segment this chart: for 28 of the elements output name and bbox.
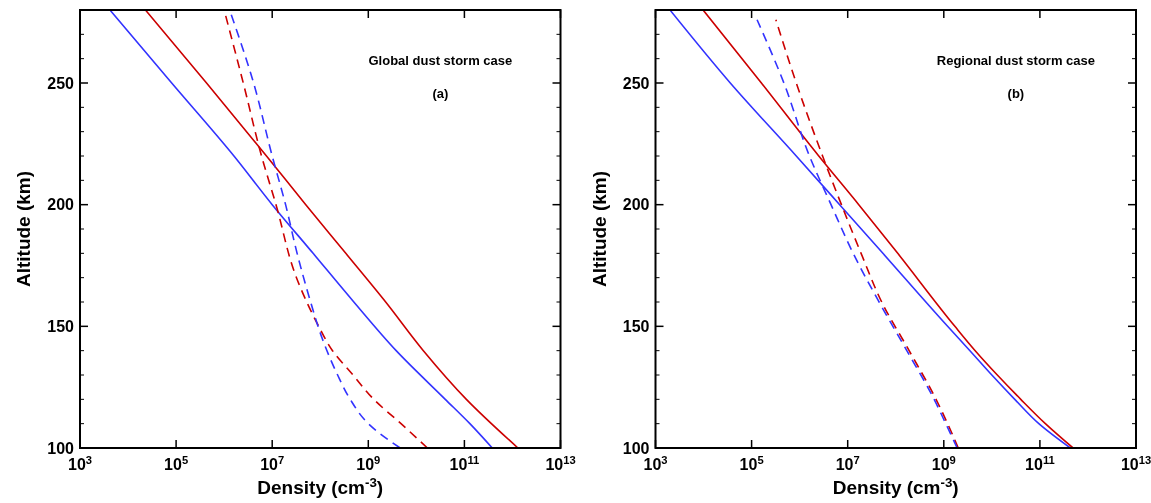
annotation: Regional dust storm case (936, 53, 1095, 68)
y-tick-label: 250 (622, 74, 650, 92)
x-tick-label: 10$^{5}$ (164, 454, 189, 473)
y-tick-label: 200 (622, 196, 650, 214)
y-tick-label: 250 (47, 74, 75, 92)
y-tick-label: 100 (622, 439, 650, 457)
x-tick-label: 10$^{13}$ (545, 454, 576, 473)
x-tick-label: 10$^{9}$ (931, 454, 956, 473)
x-axis-title: Density (cm$^{-3}$) (257, 474, 384, 498)
x-tick-label: 10$^{3}$ (67, 454, 93, 473)
annotation: Global dust storm case (368, 53, 513, 68)
x-tick-label: 10$^{7}$ (835, 454, 860, 473)
x-tick-label: 10$^{9}$ (356, 454, 381, 473)
y-tick-label: 200 (47, 196, 75, 214)
x-tick-label: 10$^{3}$ (643, 454, 668, 473)
x-tick-label: 10$^{13}$ (1120, 454, 1151, 473)
y-tick-label: 150 (622, 317, 650, 335)
y-axis-title: Altitude (km) (13, 170, 34, 288)
y-tick-label: 150 (47, 317, 75, 335)
x-axis-title: Density (cm$^{-3}$) (832, 474, 959, 498)
x-tick-label: 10$^{11}$ (449, 454, 480, 473)
y-axis-title: Altitude (km) (588, 170, 610, 288)
x-tick-label: 10$^{5}$ (739, 454, 764, 473)
x-tick-label: 10$^{7}$ (260, 454, 285, 473)
y-tick-label: 100 (47, 439, 75, 457)
x-tick-label: 10$^{11}$ (1025, 454, 1055, 473)
annotation: (a) (432, 86, 449, 101)
annotation: (b) (1007, 86, 1025, 101)
